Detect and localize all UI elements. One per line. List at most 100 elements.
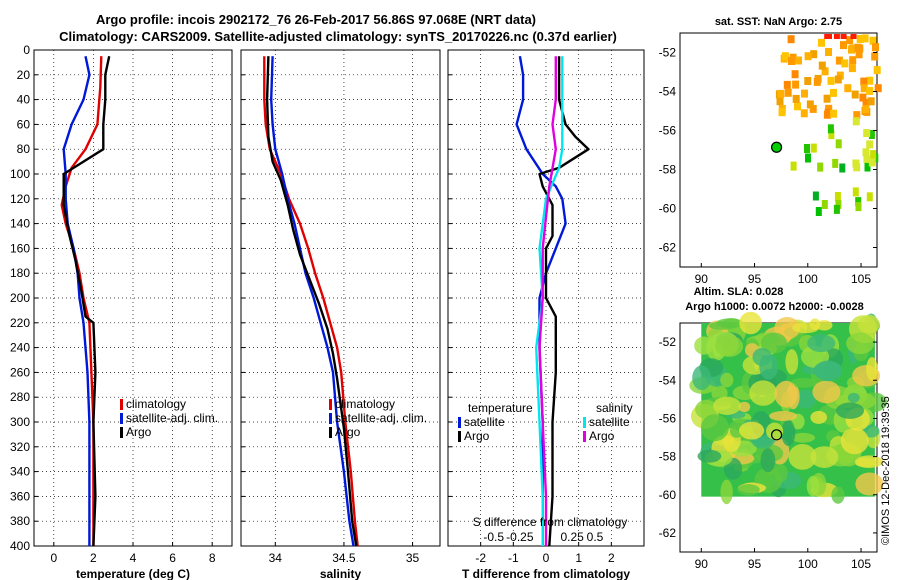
sst-cell [859, 93, 867, 102]
sst-cell [870, 150, 877, 160]
sst-cell [866, 86, 874, 95]
legend-heading-salinity: salinity [596, 401, 633, 415]
panel-temperature: 0 2 4 6 802040608010012014016018020022024026… [10, 43, 233, 580]
sst-cell [827, 124, 834, 134]
sst-cell [860, 77, 868, 86]
sst-cell [835, 56, 843, 65]
x-tick-label: -1 [508, 551, 519, 565]
legend-label: climatology [126, 397, 186, 411]
sst-cell [856, 44, 864, 53]
y-tick-label: 160 [10, 241, 30, 255]
sst-cell [855, 50, 863, 59]
x-axis-label: temperature (deg C) [76, 567, 190, 580]
legend-swatch [458, 417, 461, 428]
sst-cell [825, 48, 832, 56]
x-tick-label: 2 [608, 551, 615, 565]
y-tick-label: -62 [659, 526, 677, 540]
sst-cell [810, 50, 818, 59]
sla-blob [790, 378, 818, 388]
y-tick-label: -52 [659, 46, 677, 60]
sst-cell [855, 197, 862, 207]
salinity-tick-label: 0.25 [560, 530, 584, 544]
sla-blob [836, 402, 864, 419]
y-tick-label: 340 [10, 465, 30, 479]
sst-cell [848, 64, 856, 73]
panel-salinity: 34 34.5 35 salinity climatologysatellite-adj… [240, 49, 441, 580]
sst-cell [869, 36, 877, 45]
sst-cell [830, 109, 838, 118]
sla-blob [749, 380, 778, 406]
salinity-axis-label: S difference from climatology [473, 515, 628, 529]
legend-label: satellite-adj. clim. [335, 411, 427, 425]
x-tick-label: 100 [798, 272, 818, 286]
panel-sst_map: 90 95 100 105 -52 -54 -56 -58 -60 -62 sat. SST: Na… [659, 16, 882, 286]
sla-blob [846, 332, 875, 355]
sst-cell [851, 90, 859, 99]
sla-blob [813, 361, 842, 380]
sst-cell [777, 89, 785, 98]
legend-swatch [120, 413, 123, 424]
legend-label: satellite [464, 415, 505, 429]
sla-blob [720, 372, 734, 388]
sla-blob [697, 449, 722, 463]
y-tick-label: -62 [659, 241, 677, 255]
sst-cell [812, 191, 819, 201]
x-tick-label: 90 [695, 557, 709, 571]
sst-cell [815, 207, 822, 216]
y-tick-label: -58 [659, 163, 677, 177]
sst-cell [841, 59, 849, 68]
sla-blob [781, 419, 796, 446]
profile-location-marker [770, 141, 783, 153]
map-title: sat. SST: NaN Argo: 2.75 [715, 16, 842, 28]
sst-cell [844, 84, 852, 93]
sst-cell [804, 144, 810, 153]
y-tick-label: 60 [17, 117, 31, 131]
y-tick-label: 200 [10, 291, 30, 305]
y-tick-label: 80 [17, 142, 31, 156]
copyright-credit: ©IMOS 12-Dec-2018 19:39:35 [880, 396, 892, 545]
sst-cell [784, 88, 792, 97]
x-tick-label: 1 [575, 551, 582, 565]
legend-label: climatology [335, 397, 395, 411]
sst-cell [824, 108, 832, 117]
sst-cell [809, 104, 817, 113]
x-tick-label: 35 [406, 551, 420, 565]
sst-cell [862, 148, 870, 157]
x-tick-label: 4 [130, 551, 137, 565]
sst-cell [781, 52, 789, 61]
figure-title-line2: Climatology: CARS2009. Satellite-adjuste… [59, 29, 617, 44]
sst-cell [830, 88, 837, 97]
plot-area [240, 49, 441, 547]
figure-title-line1: Argo profile: incois 2902172_76 26-Feb-2… [96, 12, 536, 27]
y-tick-label: -56 [659, 411, 677, 425]
y-tick-label: -58 [659, 450, 677, 464]
sst-cell [861, 34, 869, 43]
sst-cell [792, 80, 800, 89]
sla-blob [774, 317, 801, 340]
sst-cell [791, 70, 799, 79]
y-tick-label: 300 [10, 415, 30, 429]
series-line [538, 56, 557, 546]
sst-cell [873, 66, 881, 75]
legend-label: Argo [126, 425, 152, 439]
x-tick-label: 0 [543, 551, 550, 565]
sst-cell [867, 97, 875, 106]
sla-blob [739, 311, 762, 335]
sst-cell [835, 139, 842, 149]
sst-cell [853, 111, 861, 120]
sla-blob [855, 455, 883, 469]
legend-label: satellite-adj. clim. [126, 411, 218, 425]
legend-heading-temperature: temperature [468, 401, 533, 415]
series-line [270, 56, 355, 547]
x-tick-label: 105 [851, 557, 871, 571]
y-tick-label: 140 [10, 217, 30, 231]
sst-cell [813, 77, 821, 86]
legend-swatch [329, 399, 332, 410]
sst-cell [826, 34, 832, 39]
sst-cell [856, 35, 864, 43]
salinity-tick-label: -0.25 [506, 530, 534, 544]
y-tick-label: 280 [10, 390, 30, 404]
sst-cell [778, 108, 786, 117]
legend-swatch [458, 431, 461, 442]
sla-blob [810, 410, 827, 424]
